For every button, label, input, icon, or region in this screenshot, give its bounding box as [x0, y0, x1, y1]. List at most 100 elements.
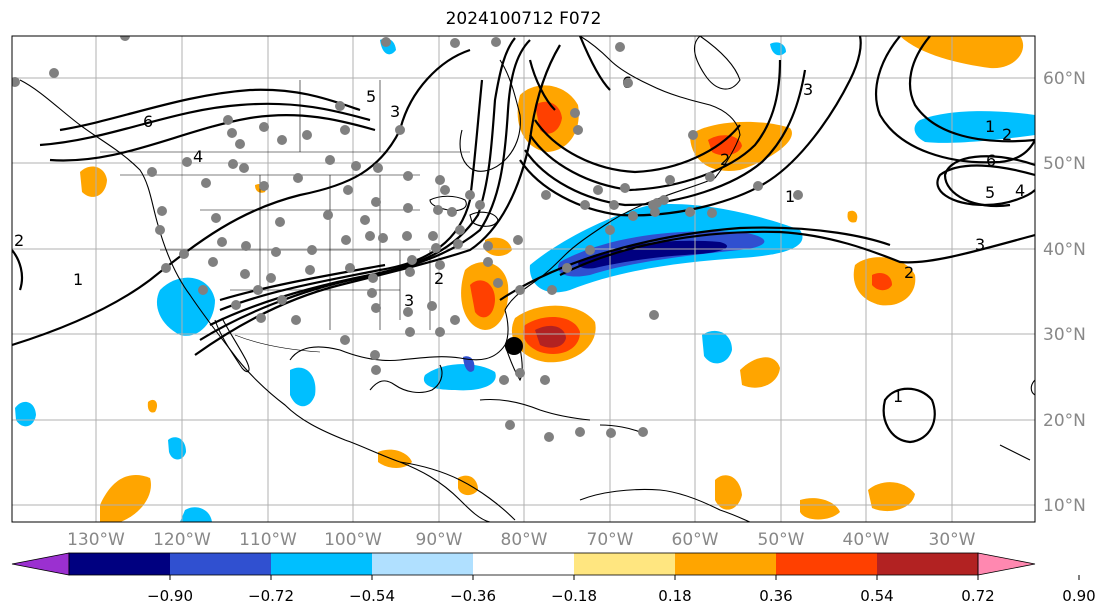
colorbar-tick-label: −0.36 — [450, 587, 496, 605]
contour-label: 2 — [14, 231, 24, 250]
colorbar-tick-label: −0.72 — [248, 587, 294, 605]
station-dot — [367, 288, 377, 298]
station-dot — [405, 327, 415, 337]
lon-label: 120°W — [153, 530, 211, 550]
colorbar-tick-label: 0.72 — [961, 587, 994, 605]
station-dot — [351, 161, 361, 171]
station-dot — [483, 241, 493, 251]
colorbar-extend-max — [977, 552, 1036, 576]
station-dot — [562, 263, 572, 273]
longitude-labels: 130°W 120°W 110°W 100°W 90°W 80°W 70°W 6… — [67, 530, 976, 550]
station-dot — [275, 217, 285, 227]
lat-label: 20°N — [1043, 411, 1086, 431]
station-dot — [231, 300, 241, 310]
colorbar-segment — [170, 553, 271, 575]
station-dot — [277, 295, 287, 305]
station-dot — [493, 278, 503, 288]
station-dot — [505, 420, 515, 430]
latitude-labels: 60°N 50°N 40°N 30°N 20°N 10°N — [1043, 69, 1086, 516]
station-dot — [431, 243, 441, 253]
station-dot — [435, 327, 445, 337]
colorbar-tick-label: −0.54 — [349, 587, 395, 605]
station-dot — [648, 200, 658, 210]
political-borders — [100, 80, 470, 353]
lat-label: 30°N — [1043, 325, 1086, 345]
station-dot — [368, 273, 378, 283]
station-dot — [575, 427, 585, 437]
station-dot — [649, 310, 659, 320]
station-dot — [223, 115, 233, 125]
station-dot — [371, 303, 381, 313]
station-dot — [307, 245, 317, 255]
colorbar-segment — [473, 553, 574, 575]
cold-anomaly-core-2 — [578, 240, 728, 269]
station-dot — [605, 225, 615, 235]
lon-label: 110°W — [239, 530, 297, 550]
station-dot — [208, 257, 218, 267]
station-dot — [371, 365, 381, 375]
colorbar-outline — [68, 552, 979, 576]
station-dot — [705, 172, 715, 182]
station-dot — [513, 235, 523, 245]
station-dot — [198, 285, 208, 295]
station-dot — [475, 200, 485, 210]
station-dot — [403, 307, 413, 317]
contour-label: 5 — [985, 183, 995, 202]
station-dot — [793, 190, 803, 200]
lon-label: 90°W — [416, 530, 463, 550]
station-dot — [659, 195, 669, 205]
station-dot — [360, 215, 370, 225]
colorbar-tick-label: 0.54 — [860, 587, 893, 605]
contour-label: 6 — [143, 112, 153, 131]
station-dot — [403, 171, 413, 181]
colorbar-tick-label: 0.18 — [658, 587, 691, 605]
lon-label: 50°W — [758, 530, 805, 550]
contour-label: 5 — [366, 87, 376, 106]
colorbar-segment — [271, 553, 372, 575]
station-dot — [402, 231, 412, 241]
station-dot — [623, 78, 633, 88]
contour-label: 1 — [893, 387, 903, 406]
station-dot — [570, 108, 580, 118]
station-dot — [573, 125, 583, 135]
station-dot — [371, 197, 381, 207]
station-dot — [259, 181, 269, 191]
contour-label: 3 — [390, 102, 400, 121]
station-dot — [325, 155, 335, 165]
lon-label: 40°W — [843, 530, 890, 550]
station-dot — [201, 178, 211, 188]
station-dot — [499, 375, 509, 385]
station-dot — [341, 235, 351, 245]
station-dot — [435, 175, 445, 185]
colorbar: −0.90 −0.72 −0.54 −0.36 −0.18 0.18 0.36 0.54 0.7… — [11, 552, 1096, 605]
contour-label: 1 — [785, 187, 795, 206]
station-dot — [323, 210, 333, 220]
station-dot — [259, 122, 269, 132]
contour-label: 3 — [975, 235, 985, 254]
contour-label: 2 — [1002, 125, 1012, 144]
lat-label: 40°N — [1043, 240, 1086, 260]
station-dot — [428, 231, 438, 241]
station-dot — [580, 200, 590, 210]
station-dot — [182, 157, 192, 167]
station-dot — [609, 200, 619, 210]
lat-label: 50°N — [1043, 154, 1086, 174]
contour-label: 2 — [434, 269, 444, 288]
station-dot — [335, 101, 345, 111]
colorbar-segment — [776, 553, 877, 575]
station-dot — [217, 237, 227, 247]
contours — [12, 36, 1035, 444]
station-dot — [343, 185, 353, 195]
station-dot — [491, 37, 501, 47]
station-dot — [179, 249, 189, 259]
contour-label: 2 — [904, 263, 914, 282]
station-dot — [293, 173, 303, 183]
station-dot — [241, 241, 251, 251]
colorbar-segment — [69, 553, 170, 575]
station-dot — [628, 211, 638, 221]
station-dot — [395, 125, 405, 135]
station-dot — [381, 37, 391, 47]
station-dot — [707, 208, 717, 218]
colorbar-segment — [574, 553, 675, 575]
station-dot — [256, 313, 266, 323]
